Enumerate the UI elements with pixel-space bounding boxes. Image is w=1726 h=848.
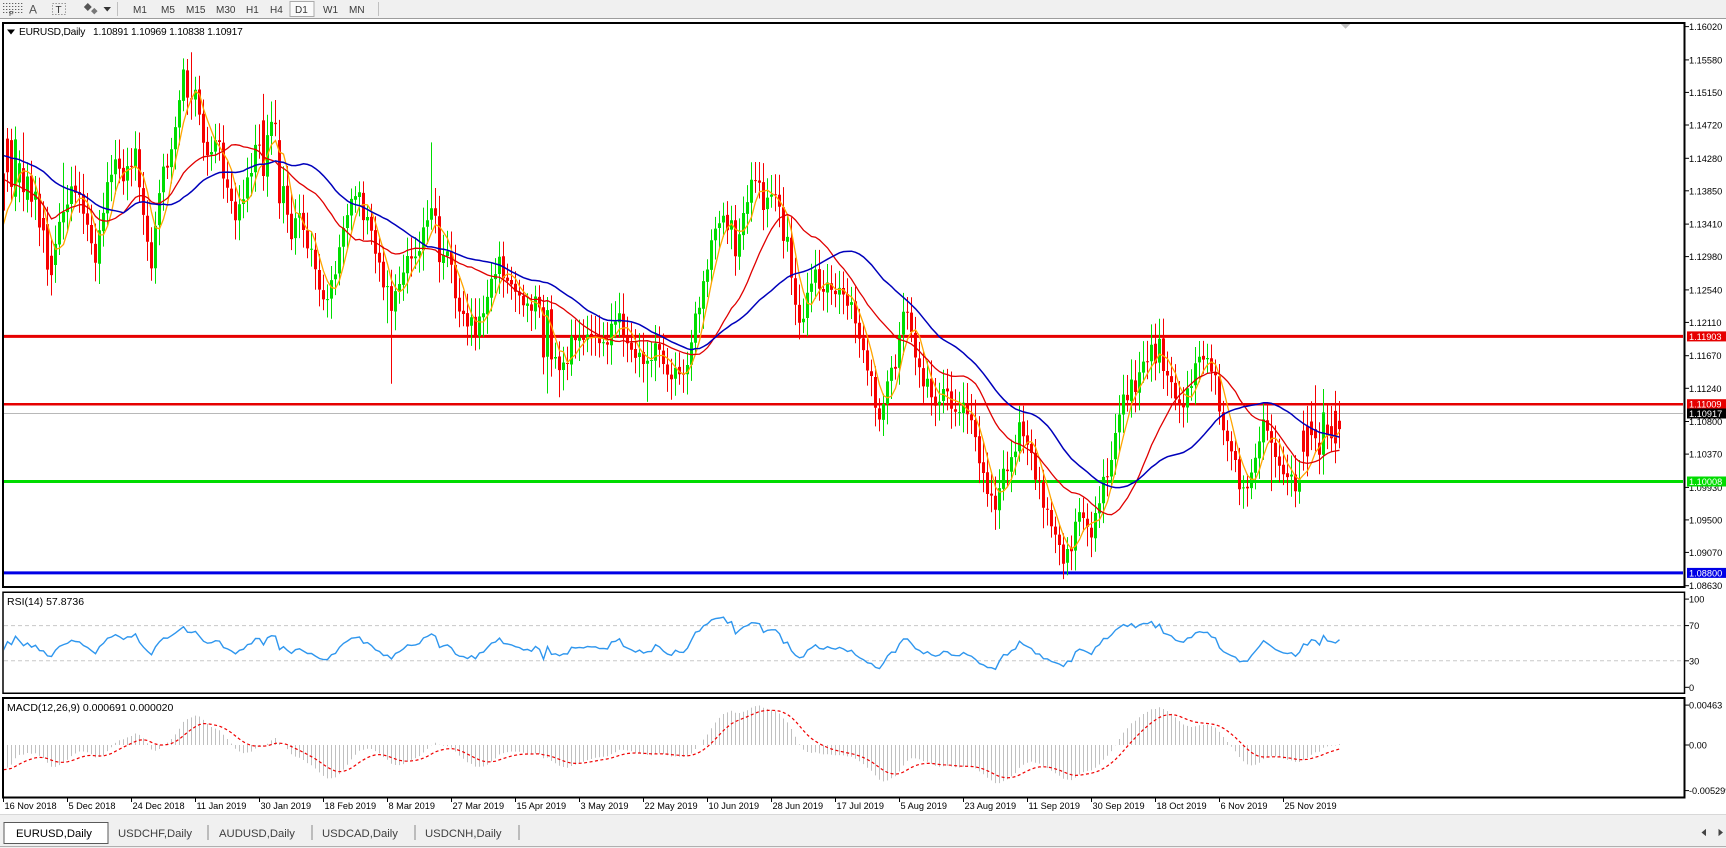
svg-text:T: T bbox=[56, 5, 62, 16]
svg-text:1.14720: 1.14720 bbox=[1689, 121, 1722, 131]
svg-text:1.10370: 1.10370 bbox=[1689, 450, 1722, 460]
svg-text:1.08800: 1.08800 bbox=[1689, 568, 1722, 578]
svg-text:H1: H1 bbox=[246, 5, 259, 16]
svg-text:-0.005299: -0.005299 bbox=[1689, 786, 1726, 796]
svg-text:27 Mar 2019: 27 Mar 2019 bbox=[453, 801, 505, 811]
svg-text:USDCHF,Daily: USDCHF,Daily bbox=[118, 828, 192, 840]
svg-text:MN: MN bbox=[349, 5, 365, 16]
svg-text:W1: W1 bbox=[323, 5, 338, 16]
svg-text:11 Jan 2019: 11 Jan 2019 bbox=[197, 801, 247, 811]
svg-text:70: 70 bbox=[1689, 621, 1699, 631]
svg-text:5 Dec 2018: 5 Dec 2018 bbox=[69, 801, 116, 811]
svg-text:1.11903: 1.11903 bbox=[1689, 332, 1722, 342]
svg-text:18 Oct 2019: 18 Oct 2019 bbox=[1157, 801, 1207, 811]
svg-text:25 Nov 2019: 25 Nov 2019 bbox=[1285, 801, 1337, 811]
svg-text:5 Aug 2019: 5 Aug 2019 bbox=[901, 801, 948, 811]
svg-text:D1: D1 bbox=[295, 5, 308, 16]
svg-text:24 Dec 2018: 24 Dec 2018 bbox=[133, 801, 185, 811]
svg-text:USDCAD,Daily: USDCAD,Daily bbox=[322, 828, 398, 840]
svg-text:AUDUSD,Daily: AUDUSD,Daily bbox=[219, 828, 295, 840]
svg-text:3 May 2019: 3 May 2019 bbox=[581, 801, 629, 811]
svg-text:18 Feb 2019: 18 Feb 2019 bbox=[325, 801, 377, 811]
svg-text:16 Nov 2018: 16 Nov 2018 bbox=[5, 801, 57, 811]
svg-text:1.15150: 1.15150 bbox=[1689, 88, 1722, 98]
svg-text:EURUSD,Daily 1.10891 1.10969: EURUSD,Daily 1.10891 1.10969 1.10838 1.1… bbox=[19, 27, 243, 38]
svg-text:30: 30 bbox=[1689, 656, 1699, 666]
svg-text:1.09070: 1.09070 bbox=[1689, 548, 1722, 558]
svg-text:M30: M30 bbox=[216, 5, 236, 16]
svg-text:28 Jun 2019: 28 Jun 2019 bbox=[773, 801, 824, 811]
svg-text:1.15580: 1.15580 bbox=[1689, 55, 1722, 65]
svg-text:1.12110: 1.12110 bbox=[1689, 318, 1722, 328]
svg-text:100: 100 bbox=[1689, 595, 1704, 605]
svg-text:22 May 2019: 22 May 2019 bbox=[645, 801, 698, 811]
svg-text:1.13410: 1.13410 bbox=[1689, 220, 1722, 230]
svg-text:23 Aug 2019: 23 Aug 2019 bbox=[965, 801, 1017, 811]
svg-text:17 Jul 2019: 17 Jul 2019 bbox=[837, 801, 885, 811]
svg-text:6 Nov 2019: 6 Nov 2019 bbox=[1221, 801, 1268, 811]
svg-text:1.12980: 1.12980 bbox=[1689, 252, 1722, 262]
svg-text:1.14280: 1.14280 bbox=[1689, 154, 1722, 164]
svg-text:F: F bbox=[9, 9, 14, 18]
svg-text:0.00: 0.00 bbox=[1689, 741, 1707, 751]
svg-text:15 Apr 2019: 15 Apr 2019 bbox=[517, 801, 567, 811]
svg-text:1.10917: 1.10917 bbox=[1689, 409, 1722, 419]
svg-text:A: A bbox=[29, 3, 37, 17]
svg-text:11 Sep 2019: 11 Sep 2019 bbox=[1029, 801, 1080, 811]
svg-text:0.00463: 0.00463 bbox=[1689, 701, 1722, 711]
svg-text:1.11240: 1.11240 bbox=[1689, 384, 1722, 394]
svg-text:0: 0 bbox=[1689, 683, 1694, 693]
svg-text:1.09500: 1.09500 bbox=[1689, 515, 1722, 525]
svg-text:MACD(12,26,9) 0.000691 0.00002: MACD(12,26,9) 0.000691 0.000020 bbox=[7, 702, 174, 714]
svg-text:M1: M1 bbox=[133, 5, 147, 16]
svg-text:1.12540: 1.12540 bbox=[1689, 285, 1722, 295]
svg-text:8 Mar 2019: 8 Mar 2019 bbox=[389, 801, 435, 811]
svg-text:1.09930: 1.09930 bbox=[1689, 483, 1722, 493]
svg-text:EURUSD,Daily: EURUSD,Daily bbox=[16, 828, 92, 840]
svg-text:1.11670: 1.11670 bbox=[1689, 351, 1722, 361]
svg-text:1.13850: 1.13850 bbox=[1689, 186, 1722, 196]
svg-text:M15: M15 bbox=[186, 5, 206, 16]
svg-text:M5: M5 bbox=[161, 5, 175, 16]
svg-text:1.10800: 1.10800 bbox=[1689, 417, 1722, 427]
svg-text:1.11009: 1.11009 bbox=[1689, 400, 1722, 410]
svg-text:1.08630: 1.08630 bbox=[1689, 581, 1722, 591]
svg-text:1.10008: 1.10008 bbox=[1689, 477, 1722, 487]
svg-text:H4: H4 bbox=[270, 5, 283, 16]
svg-text:30 Jan 2019: 30 Jan 2019 bbox=[261, 801, 312, 811]
svg-text:RSI(14) 57.8736: RSI(14) 57.8736 bbox=[7, 596, 84, 608]
svg-text:1.16020: 1.16020 bbox=[1689, 22, 1722, 32]
svg-text:30 Sep 2019: 30 Sep 2019 bbox=[1093, 801, 1145, 811]
svg-text:USDCNH,Daily: USDCNH,Daily bbox=[425, 828, 502, 840]
svg-text:10 Jun 2019: 10 Jun 2019 bbox=[709, 801, 760, 811]
